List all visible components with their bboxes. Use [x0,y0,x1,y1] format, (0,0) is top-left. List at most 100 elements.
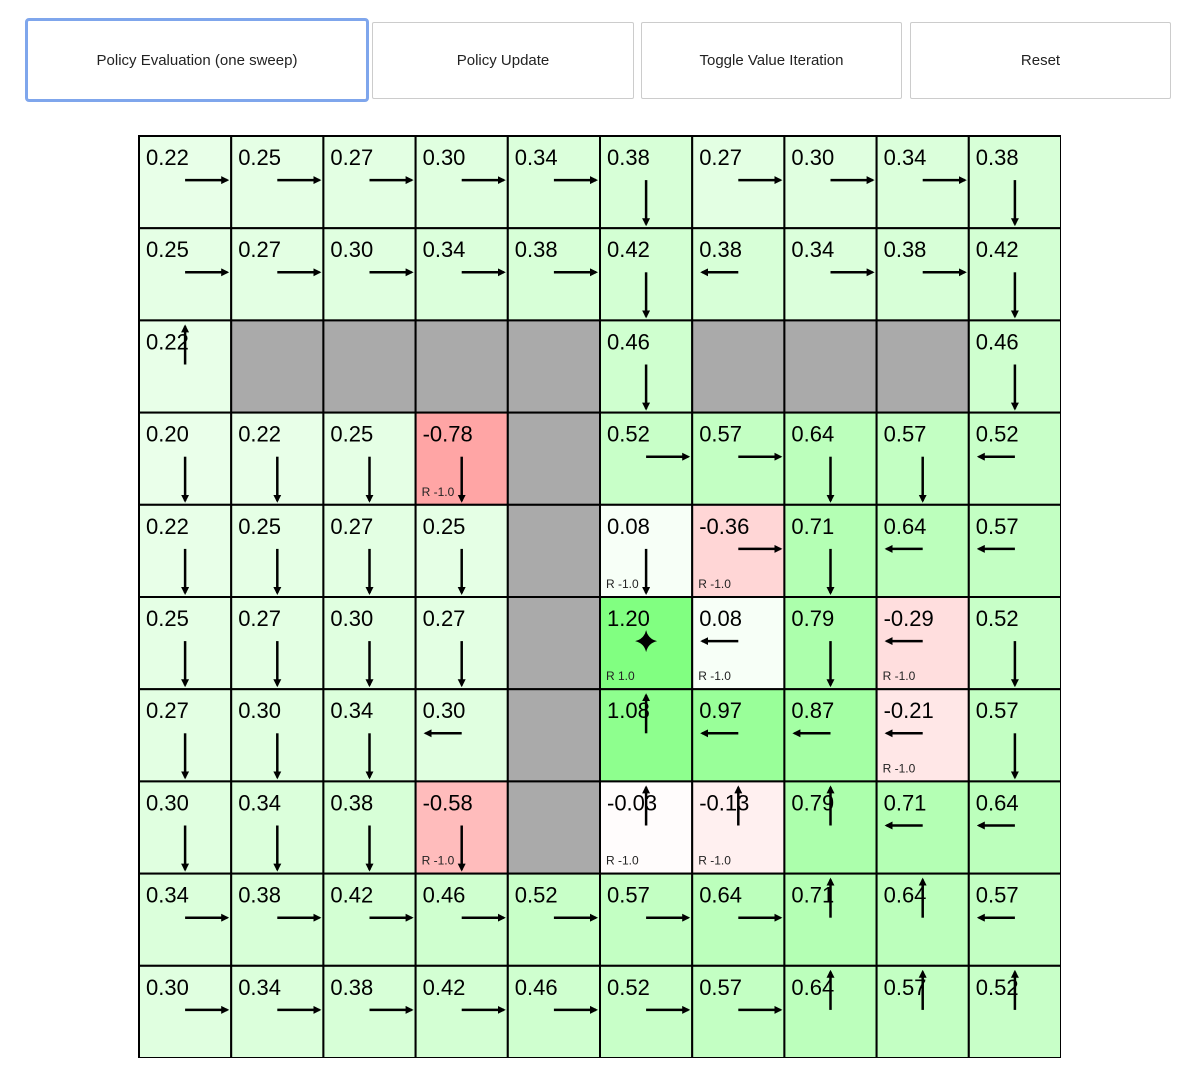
grid-cell[interactable]: 0.20 [138,411,233,506]
wall-cell[interactable] [506,780,601,875]
grid-cell[interactable]: 0.27 [230,596,325,691]
grid-cell[interactable]: -0.13 R -1.0 [691,780,786,875]
toggle-value-iteration-button[interactable]: Toggle Value Iteration [641,22,902,99]
grid-cell[interactable]: 0.27 [322,503,417,598]
wall-cell[interactable] [506,411,601,506]
grid-cell[interactable]: 0.22 [138,503,233,598]
grid-cell[interactable]: 0.30 [230,688,325,783]
grid-cell[interactable]: 0.27 [230,227,325,322]
grid-cell[interactable]: 0.27 [414,596,509,691]
reset-button[interactable]: Reset [910,22,1171,99]
grid-cell[interactable]: 0.38 [322,780,417,875]
grid-cell[interactable]: 0.34 [230,964,325,1058]
grid-cell[interactable]: 0.22 [138,319,233,414]
grid-cell[interactable]: 0.27 [322,135,417,230]
wall-cell[interactable] [875,319,970,414]
grid-cell[interactable]: 0.57 [691,411,786,506]
grid-cell[interactable]: 0.64 [783,964,878,1058]
grid-cell[interactable]: 0.34 [506,135,601,230]
grid-cell[interactable]: 0.57 [967,688,1061,783]
grid-cell[interactable]: -0.21 R -1.0 [875,688,970,783]
grid-cell[interactable]: 0.57 [967,872,1061,967]
grid-cell[interactable]: 0.34 [875,135,970,230]
grid-cell[interactable]: 0.42 [599,227,694,322]
grid-cell[interactable]: 0.64 [691,872,786,967]
grid-cell[interactable]: 0.27 [691,135,786,230]
grid-cell[interactable]: 0.22 [230,411,325,506]
grid-cell[interactable]: 1.20 R 1.0 [599,596,694,691]
grid-cell[interactable]: 0.30 [138,780,233,875]
wall-cell[interactable] [322,319,417,414]
grid-cell[interactable]: 0.34 [414,227,509,322]
grid-cell[interactable]: 0.30 [783,135,878,230]
grid-cell[interactable]: 0.52 [506,872,601,967]
grid-cell[interactable]: 1.08 [599,688,694,783]
grid-cell[interactable]: 0.25 [322,411,417,506]
grid-cell[interactable]: 0.57 [875,411,970,506]
grid-cell[interactable]: 0.34 [138,872,233,967]
wall-cell[interactable] [506,319,601,414]
grid-cell[interactable]: 0.25 [230,135,325,230]
grid-cell[interactable]: 0.38 [506,227,601,322]
grid-cell[interactable]: 0.42 [322,872,417,967]
grid-cell[interactable]: 0.57 [967,503,1061,598]
grid-cell[interactable]: -0.29 R -1.0 [875,596,970,691]
grid-cell[interactable]: 0.71 [783,872,878,967]
grid-cell[interactable]: 0.25 [138,596,233,691]
grid-cell[interactable]: 0.42 [414,964,509,1058]
grid-cell[interactable]: 0.38 [967,135,1061,230]
grid-cell[interactable]: 0.22 [138,135,233,230]
grid-cell[interactable]: 0.97 [691,688,786,783]
grid-cell[interactable]: 0.57 [875,964,970,1058]
grid-cell[interactable]: -0.58 R -1.0 [414,780,509,875]
grid-cell[interactable]: 0.34 [322,688,417,783]
grid-cell[interactable]: 0.87 [783,688,878,783]
wall-cell[interactable] [230,319,325,414]
grid-cell[interactable]: -0.36 R -1.0 [691,503,786,598]
grid-cell[interactable]: 0.64 [875,872,970,967]
grid-cell[interactable]: 0.38 [599,135,694,230]
wall-cell[interactable] [506,688,601,783]
grid-cell[interactable]: 0.27 [138,688,233,783]
grid-cell[interactable]: 0.25 [414,503,509,598]
grid-cell[interactable]: 0.08 R -1.0 [691,596,786,691]
grid-cell[interactable]: 0.30 [322,596,417,691]
grid-cell[interactable]: 0.46 [599,319,694,414]
grid-cell[interactable]: -0.78 R -1.0 [414,411,509,506]
grid-cell[interactable]: 0.25 [230,503,325,598]
wall-cell[interactable] [506,596,601,691]
grid-cell[interactable]: 0.42 [967,227,1061,322]
grid-cell[interactable]: 0.52 [967,596,1061,691]
grid-cell[interactable]: 0.57 [691,964,786,1058]
wall-cell[interactable] [783,319,878,414]
gridworld[interactable]: 0.22 0.25 0.27 0.30 0.34 0.38 0.27 0.30 0.34 0.38… [138,135,1061,1058]
grid-cell[interactable]: 0.38 [322,964,417,1058]
grid-cell[interactable]: 0.38 [230,872,325,967]
grid-cell[interactable]: 0.71 [875,780,970,875]
grid-cell[interactable]: 0.71 [783,503,878,598]
wall-cell[interactable] [506,503,601,598]
grid-cell[interactable]: 0.30 [322,227,417,322]
grid-cell[interactable]: 0.08 R -1.0 [599,503,694,598]
policy-evaluation-button[interactable]: Policy Evaluation (one sweep) [25,18,369,102]
grid-cell[interactable]: 0.30 [414,135,509,230]
grid-cell[interactable]: 0.38 [875,227,970,322]
wall-cell[interactable] [414,319,509,414]
grid-cell[interactable]: 0.52 [599,964,694,1058]
grid-cell[interactable]: 0.46 [967,319,1061,414]
grid-cell[interactable]: 0.57 [599,872,694,967]
grid-cell[interactable]: 0.79 [783,780,878,875]
policy-update-button[interactable]: Policy Update [372,22,634,99]
grid-cell[interactable]: 0.25 [138,227,233,322]
grid-cell[interactable]: 0.52 [967,411,1061,506]
grid-cell[interactable]: 0.34 [783,227,878,322]
grid-cell[interactable]: 0.52 [599,411,694,506]
grid-cell[interactable]: 0.64 [967,780,1061,875]
grid-cell[interactable]: 0.30 [414,688,509,783]
grid-cell[interactable]: 0.34 [230,780,325,875]
grid-cell[interactable]: 0.46 [506,964,601,1058]
grid-cell[interactable]: 0.46 [414,872,509,967]
grid-cell[interactable]: 0.64 [875,503,970,598]
grid-cell[interactable]: 0.79 [783,596,878,691]
grid-cell[interactable]: 0.52 [967,964,1061,1058]
